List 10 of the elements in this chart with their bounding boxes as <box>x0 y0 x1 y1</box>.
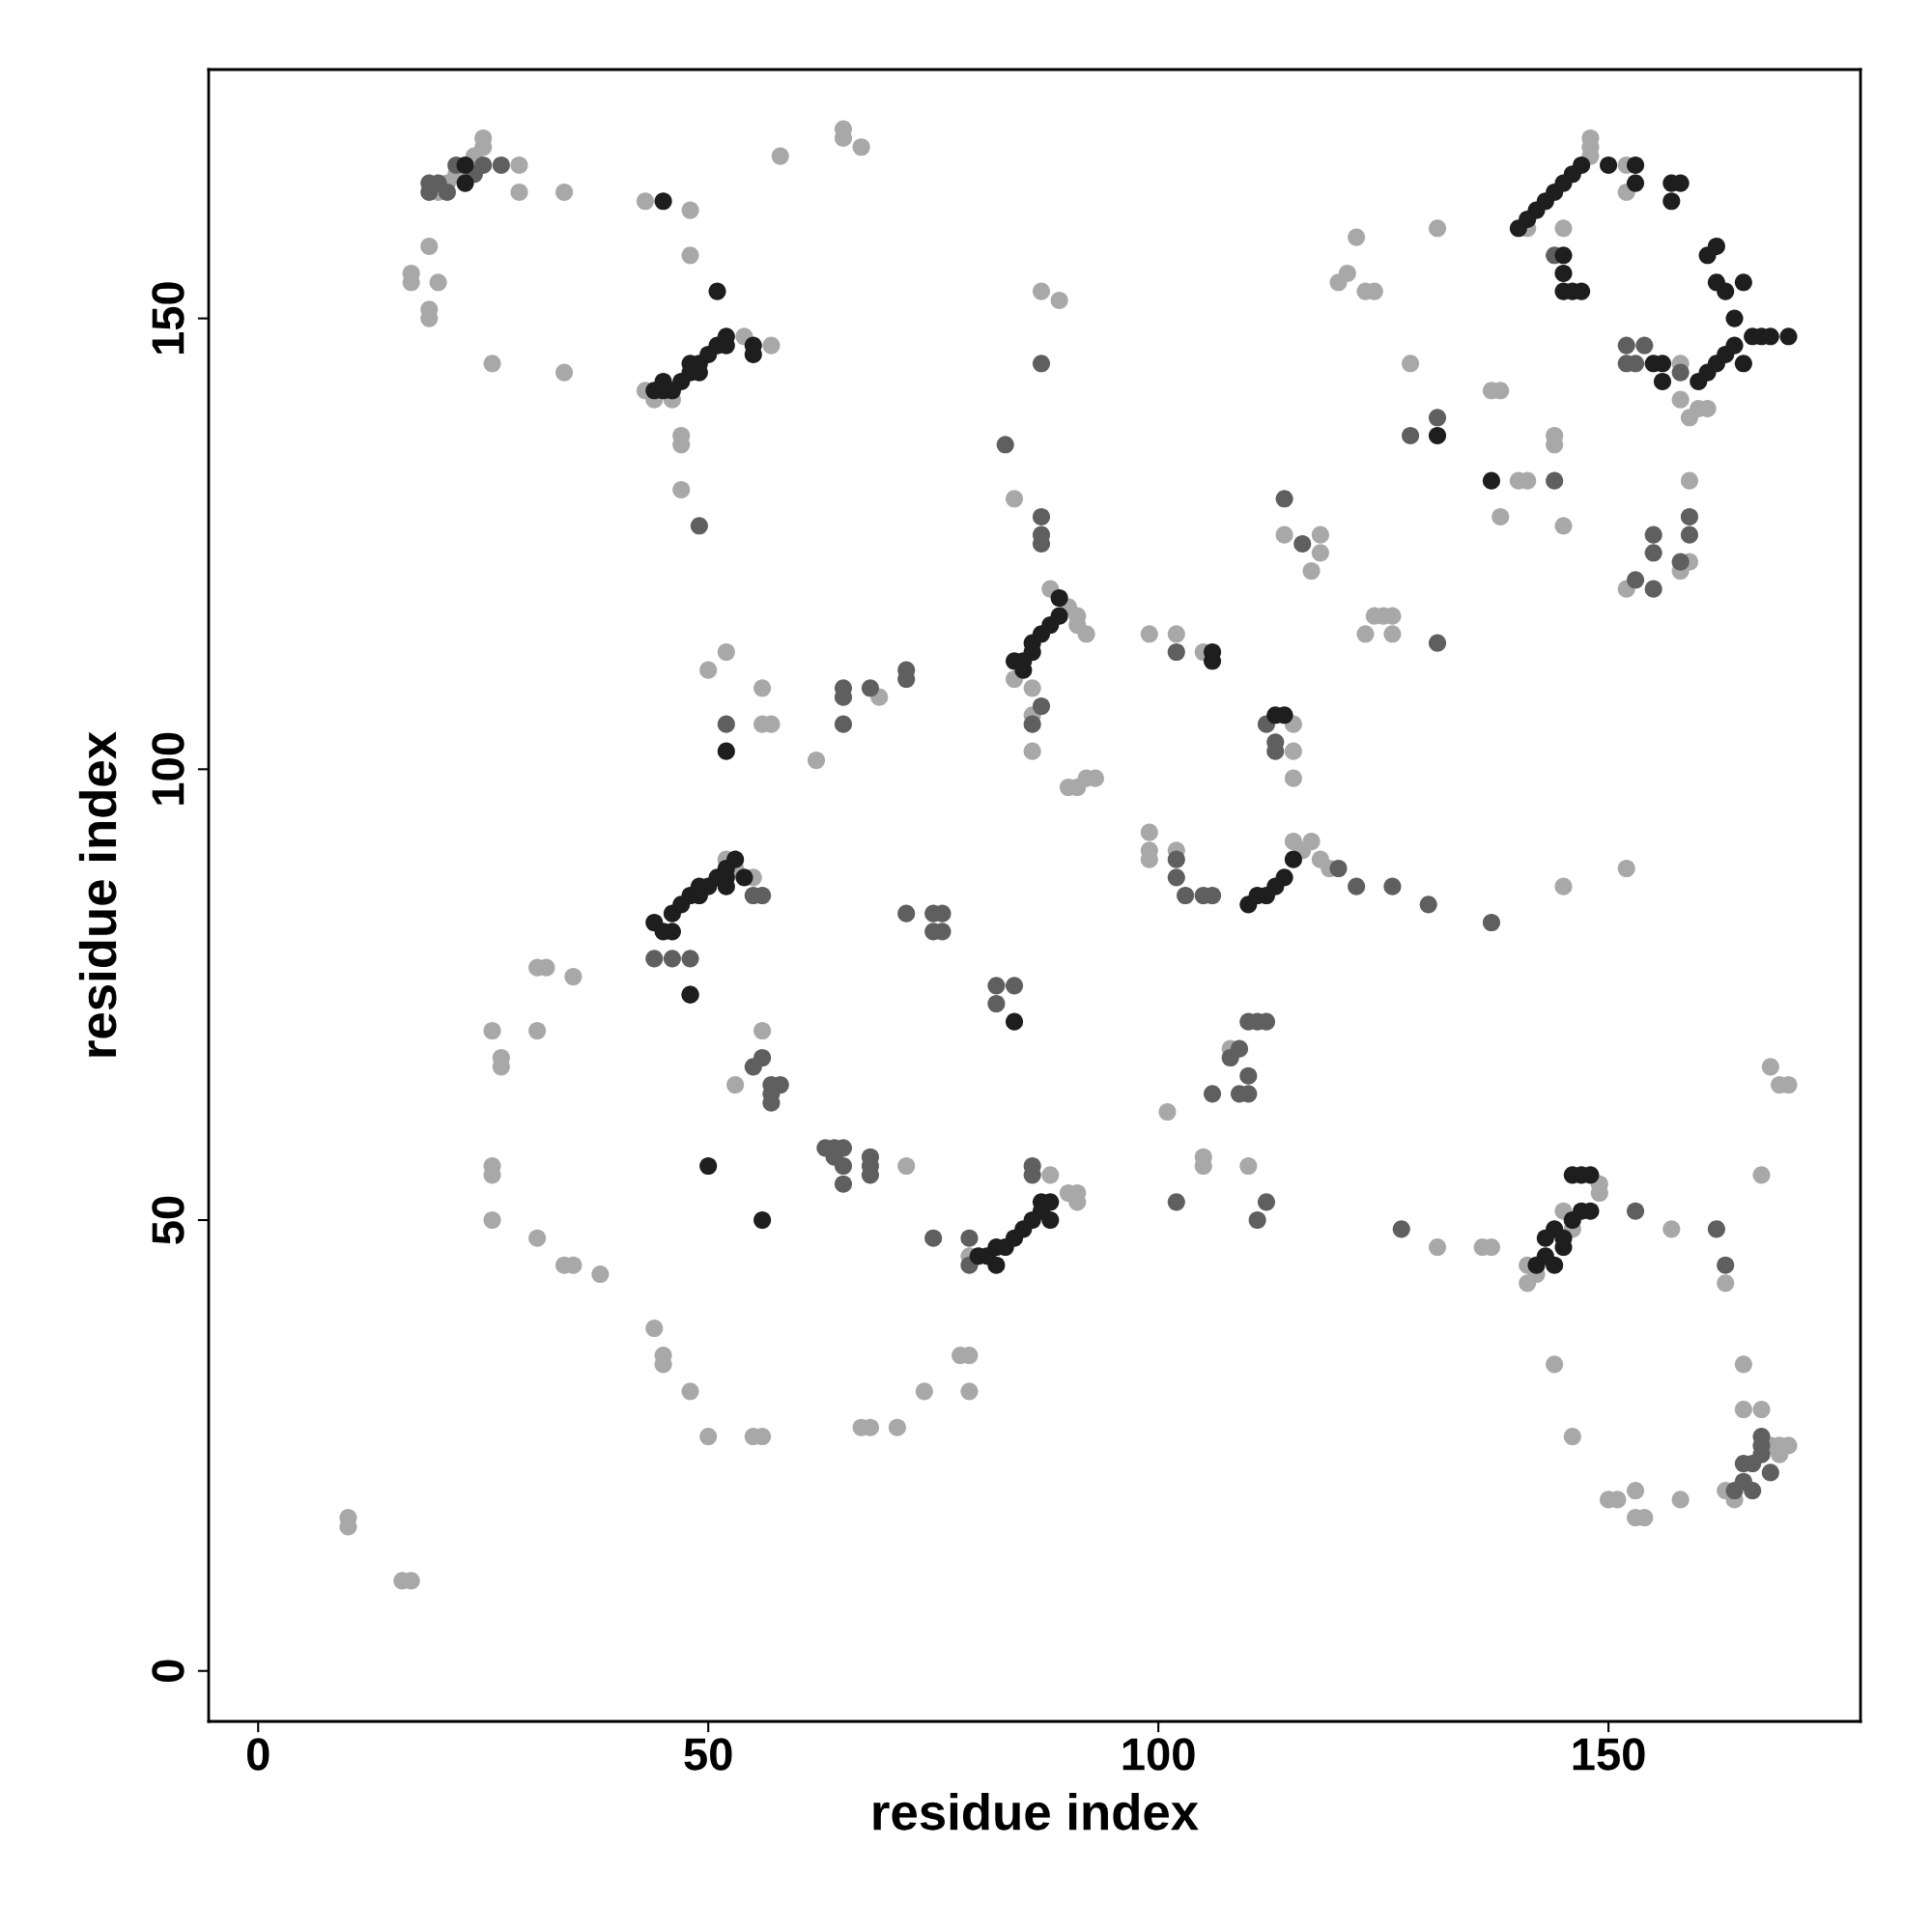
y-tick-label: 150 <box>152 282 185 355</box>
x-tick-label: 100 <box>1122 1738 1195 1771</box>
x-tick-label: 150 <box>1573 1738 1645 1771</box>
y-tick-label: 50 <box>152 1196 185 1244</box>
y-tick-label: 0 <box>152 1660 185 1682</box>
x-axis-title: residue index <box>873 1792 1199 1831</box>
y-axis-title: residue index <box>78 731 117 1057</box>
x-tick-label: 50 <box>684 1738 732 1771</box>
x-tick-label: 0 <box>246 1738 270 1771</box>
y-tick-label: 100 <box>152 732 185 805</box>
